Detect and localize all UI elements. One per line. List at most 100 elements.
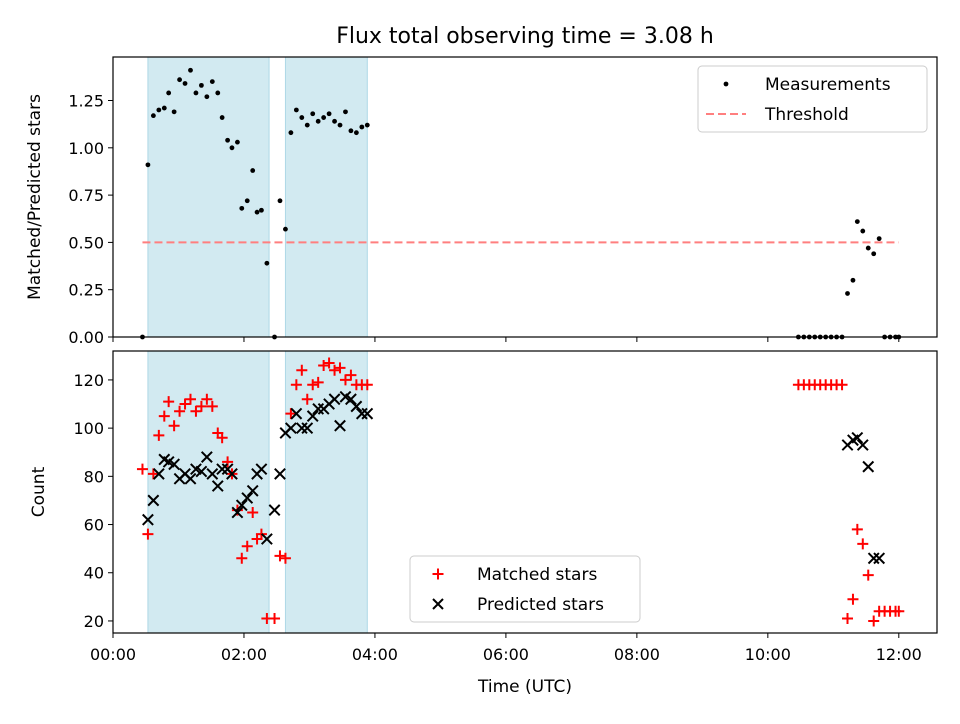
matched-star-point [847,593,859,605]
predicted-star-point [295,422,308,435]
predicted-star-point [862,460,875,473]
measurement-point [215,90,221,96]
x-tick-label: 02:00 [221,645,267,664]
measurement-point [293,107,299,113]
measurement-point [166,90,172,96]
measurement-point [235,139,240,145]
x-tick-label: 04:00 [352,645,398,664]
matched-star-point [893,605,905,617]
matched-star-point [361,379,373,391]
predicted-star-point [246,484,259,497]
predicted-star-point [873,552,886,565]
matched-star-point [147,468,159,480]
measurement-point [171,109,177,115]
measurement-point [161,105,167,111]
matched-star-point [179,398,191,410]
matched-star-point [339,374,351,386]
matched-star-point [136,463,148,475]
y-tick-label: 100 [73,419,104,438]
predicted-star-point [152,468,165,480]
x-tick-label: 06:00 [483,645,529,664]
measurement-point [229,145,235,151]
predicted-star-point [301,422,314,435]
bottom-panel: 20 40 60 80 100 120 00:00 02:00 04:00 06:00 08:00 1… [29,350,938,697]
legend-marker-x [432,598,444,610]
matched-star-point [323,357,335,369]
predicted-star-point [206,468,219,480]
measurement-point [304,122,310,128]
y-tick-label: 80 [84,467,104,486]
matched-star-point [279,552,291,564]
legend-label: Measurements [765,75,891,95]
matched-star-point [153,429,165,441]
y-tick-label: 1.00 [68,139,104,158]
y-tick-label: 0.75 [68,186,104,205]
legend-marker-dot [723,81,729,87]
measurement-point [193,90,199,96]
matched-star-point [168,420,180,432]
predicted-star-point [216,463,229,476]
measurement-point [876,236,882,242]
predicted-star-point [200,451,213,463]
matched-star-point [296,364,308,376]
predicted-star-point [231,506,244,519]
predicted-star-point [226,468,238,480]
matched-star-point [857,538,869,550]
x-axis-label: Time (UTC) [477,677,572,697]
y-axis-label: Matched/Predicted stars [25,94,45,300]
predicted-star-point [241,492,254,504]
predicted-star-point [260,533,273,545]
predicted-star-point [867,552,880,565]
y-tick-label: 40 [84,564,104,583]
matched-star-point [206,400,218,412]
shaded-period [285,351,368,633]
measurement-point [865,245,871,251]
measurement-point [239,205,245,211]
measurement-point [204,94,210,100]
legend-label: Matched stars [477,565,597,585]
measurement-point [364,122,370,128]
matched-star-point [174,405,186,417]
measurement-point [850,277,856,283]
predicted-star-point [350,400,363,413]
measurement-point [343,109,348,115]
legend-marker-plus [432,568,444,580]
matched-star-point [312,376,324,388]
measurement-point [254,209,260,215]
measurement-point [188,67,193,73]
measurement-point [353,130,359,136]
y-axis-label: Count [29,466,49,517]
matched-star-point [158,410,170,422]
measurement-point [156,107,162,113]
measurement-point [315,118,321,124]
y-tick-label: 0.00 [68,328,104,347]
x-tick-label: 10:00 [745,645,791,664]
y-tick-label: 0.25 [68,281,104,300]
measurement-point [219,115,225,120]
predicted-star-point [195,465,208,478]
measurement-point [225,137,230,143]
measurement-point [321,115,327,120]
matched-star-point [241,540,253,552]
x-tick-label: 08:00 [614,645,660,664]
matched-star-point [195,400,207,412]
matched-star-point [842,613,854,625]
predicted-star-point [211,480,224,492]
matched-star-point [862,569,874,581]
measurement-point [860,228,866,234]
y-tick-label: 20 [84,612,104,631]
y-tick-label: 1.25 [68,92,104,111]
plot-frame [112,56,938,338]
legend-label: Threshold [764,105,849,125]
plot-frame [112,350,938,634]
measurement-point [259,207,264,213]
matched-star-point [851,523,863,535]
measurement-point [871,251,877,257]
y-tick-label: 0.50 [68,233,104,252]
measurement-point [854,219,860,224]
chart-title: Flux total observing time = 3.08 h [336,24,714,49]
predicted-star-point [312,402,325,415]
predicted-star-point [184,472,197,485]
predicted-star-point [355,407,368,420]
